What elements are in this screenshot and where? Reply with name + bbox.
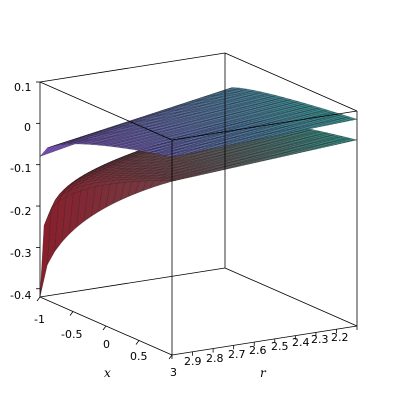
x-tick — [168, 354, 173, 360]
r-tick-label: 2.2 — [331, 331, 349, 344]
surface-patch — [164, 154, 177, 157]
z-tick-label: -0.1 — [10, 162, 31, 175]
z-tick-label: 0.1 — [14, 81, 32, 94]
z-tick-label: -0.2 — [10, 205, 31, 218]
x-axis-title: x — [104, 366, 111, 380]
r-tick-label: 2.9 — [184, 355, 202, 368]
surface-upper — [39, 87, 358, 157]
box-edge — [224, 52, 358, 112]
box-edge — [39, 267, 226, 298]
box-edge — [224, 267, 358, 327]
box-edge — [39, 81, 173, 141]
r-axis-title: r — [260, 366, 267, 380]
box-edge — [171, 325, 358, 356]
r-tick-label: 2.8 — [206, 352, 224, 365]
x-tick-label: -0.5 — [61, 328, 82, 341]
bounding-box — [36, 52, 358, 360]
x-tick — [36, 296, 41, 302]
box-edge — [39, 52, 226, 83]
x-tick — [69, 311, 74, 316]
r-tick-label: 2.3 — [311, 333, 329, 346]
z-tick-label: -0.4 — [10, 289, 31, 302]
r-tick-label: 2.4 — [292, 336, 310, 349]
r-tick-label: 2.6 — [249, 344, 267, 357]
z-tick-label: -0.3 — [10, 247, 31, 260]
r-tick-label: 3 — [170, 366, 177, 379]
x-tick-label: 0.5 — [130, 350, 148, 363]
z-tick-label: 0 — [24, 121, 31, 134]
x-tick — [135, 340, 140, 345]
r-tick-label: 2.7 — [228, 348, 246, 361]
x-tick-label: -1 — [34, 313, 45, 326]
box-edge — [171, 110, 358, 141]
surface-patch — [164, 180, 177, 184]
x-tick — [102, 325, 107, 331]
x-tick-label: 0 — [103, 338, 110, 351]
surfaces — [39, 87, 358, 298]
r-tick-label: 2.5 — [271, 340, 289, 353]
